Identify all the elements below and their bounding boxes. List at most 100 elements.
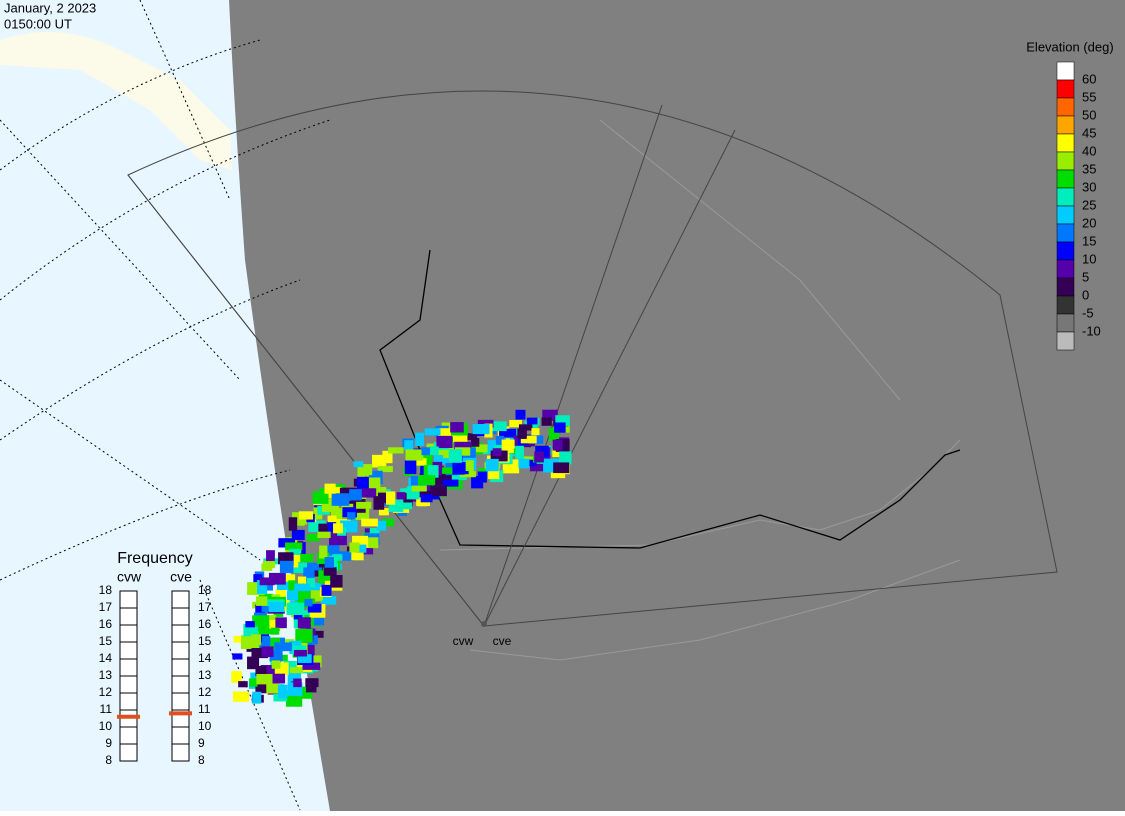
echo [288, 580, 297, 592]
echo [286, 602, 305, 615]
echo [541, 417, 552, 426]
echo [415, 458, 427, 466]
echoes [231, 409, 572, 707]
echo [509, 420, 522, 428]
echo [492, 448, 502, 456]
echo [499, 428, 517, 438]
echo [300, 553, 314, 563]
echo [324, 557, 334, 568]
echo [297, 617, 311, 629]
echo [266, 550, 275, 562]
tick-label: 9 [105, 736, 112, 750]
echo [472, 423, 490, 435]
echo [352, 508, 370, 521]
echo [411, 483, 427, 492]
colorbar-label: -5 [1082, 305, 1094, 320]
echo [297, 635, 308, 643]
tick-label: 16 [99, 617, 113, 631]
colorbar-label: 40 [1082, 143, 1096, 158]
echo [438, 428, 455, 438]
echo [293, 649, 307, 657]
echo [293, 678, 302, 688]
tick-label: 16 [198, 617, 212, 631]
echo [253, 574, 263, 583]
echo [377, 465, 393, 473]
tick-label: 18 [99, 583, 113, 597]
echo [305, 678, 319, 688]
echo [317, 531, 331, 538]
echo [327, 521, 337, 533]
echo [497, 444, 514, 454]
echo [495, 435, 505, 446]
echo [257, 580, 268, 594]
echo [359, 488, 377, 498]
echo [477, 471, 487, 483]
echo [330, 575, 343, 588]
echo [490, 421, 507, 432]
tick-label: 8 [105, 753, 112, 767]
tick-label: 11 [198, 702, 211, 716]
echo [290, 667, 304, 674]
echo [312, 491, 329, 504]
colorbar-label: 20 [1082, 215, 1096, 230]
echo [271, 660, 281, 669]
echo [249, 678, 258, 687]
echo [332, 554, 343, 561]
echo [554, 422, 566, 433]
echo [415, 432, 424, 447]
echo [255, 604, 266, 617]
echo [450, 422, 464, 433]
colorbar-label: 0 [1082, 287, 1089, 302]
tick-label: 17 [99, 600, 113, 614]
colorbar-box [1056, 241, 1075, 261]
echo [559, 451, 572, 465]
echo [548, 427, 560, 442]
echo [442, 467, 456, 474]
echo [274, 642, 292, 652]
echo [262, 561, 276, 569]
echo [308, 520, 326, 533]
echo [294, 583, 311, 592]
echo [275, 617, 287, 629]
colorbar-title: Elevation (deg) [1026, 39, 1113, 54]
colorbar-box [1056, 313, 1075, 333]
echo [331, 508, 349, 519]
echo [388, 447, 404, 454]
echo [255, 665, 267, 677]
time: 0150:00 UT [4, 16, 72, 31]
echo [429, 446, 439, 456]
echo [329, 532, 347, 546]
echo [302, 662, 321, 670]
echo [265, 682, 280, 694]
colorbar-box [1056, 151, 1075, 171]
colorbar-box [1056, 223, 1075, 243]
tick-label: 12 [198, 685, 212, 699]
echo [304, 615, 323, 627]
echo [349, 542, 360, 553]
echo [437, 445, 448, 456]
echo [310, 590, 322, 602]
echo [382, 450, 393, 464]
echo [517, 428, 527, 439]
echo [290, 562, 308, 574]
echo [308, 565, 325, 577]
echo [297, 654, 312, 663]
echo [352, 535, 369, 548]
echo [339, 551, 354, 561]
echo [270, 627, 280, 635]
echo [289, 548, 301, 556]
echo [256, 673, 273, 685]
land [0, 32, 232, 170]
echo [398, 502, 413, 510]
echo [318, 560, 329, 568]
echo [454, 441, 472, 449]
echo [373, 487, 387, 498]
echo [427, 465, 439, 478]
echo [534, 451, 544, 463]
echo [245, 621, 255, 628]
colorbar-label: 5 [1082, 269, 1089, 284]
echo [268, 572, 286, 585]
echo [368, 477, 381, 490]
echo [454, 447, 471, 456]
frequency-title: Frequency [117, 550, 193, 567]
